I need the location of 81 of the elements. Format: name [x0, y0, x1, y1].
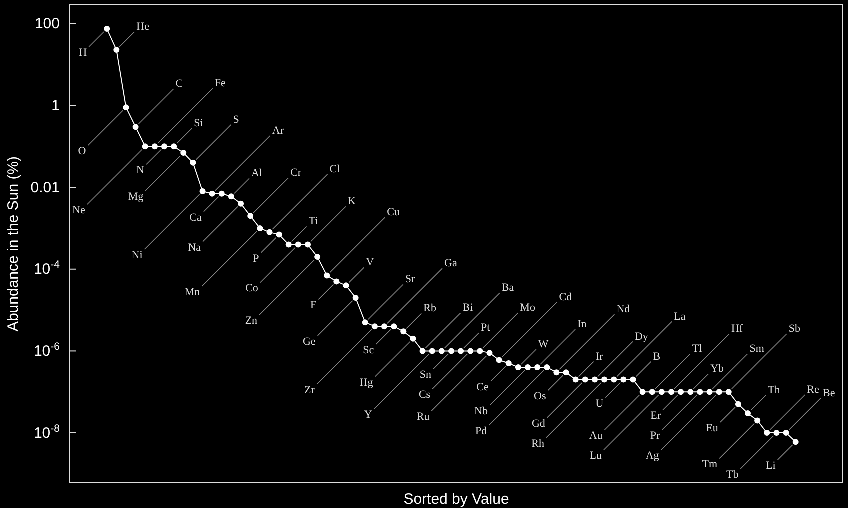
annotation: La: [674, 310, 686, 323]
annotation: Tm: [702, 458, 718, 471]
annotation: Ti: [308, 216, 318, 228]
y-tick-label: 0.01: [30, 179, 60, 196]
annotation: Tb: [726, 469, 740, 481]
annotation: Mg: [128, 190, 144, 203]
annotation: Si: [194, 118, 204, 130]
annotation: Cd: [559, 291, 573, 304]
annotation: Li: [766, 460, 776, 472]
annotation: Pt: [481, 322, 490, 334]
annotation: Ca: [190, 212, 202, 224]
annotation: Th: [768, 384, 781, 396]
annotation: Tl: [692, 343, 702, 356]
annotation: Cs: [418, 389, 431, 402]
annotation: In: [578, 318, 588, 330]
annotation: Zr: [304, 384, 316, 397]
annotation: Co: [246, 282, 259, 295]
annotation: Gd: [532, 418, 546, 430]
annotation: Zn: [245, 315, 258, 328]
annotation: S: [233, 114, 240, 126]
annotation: B: [653, 350, 661, 363]
text: Be: [823, 387, 836, 400]
text: H: [79, 47, 88, 60]
annotation: Hf: [731, 323, 744, 336]
annotation: Cl: [330, 163, 340, 176]
annotation: Na: [188, 242, 202, 254]
text: Re: [807, 384, 820, 396]
annotation: Au: [589, 430, 604, 442]
annotation: Eu: [706, 422, 719, 434]
text: Ne: [72, 204, 86, 217]
annotation: Sc: [363, 344, 374, 357]
annotation: He: [136, 21, 150, 34]
annotation: F: [310, 300, 317, 312]
annotation: Ir: [596, 350, 604, 363]
annotation: Lu: [590, 450, 602, 462]
annotation: V: [366, 256, 374, 269]
annotation: Os: [534, 390, 546, 403]
annotation: Ge: [302, 336, 316, 348]
x-axis-title: Sorted by Value: [404, 491, 510, 508]
annotation: Nb: [474, 405, 488, 418]
y-tick-label: 10$^{-4}$: [34, 259, 60, 278]
annotation: Nd: [616, 304, 631, 316]
annotation: Dy: [634, 330, 649, 343]
annotation: Pd: [476, 425, 488, 438]
annotation: Ar: [272, 124, 284, 137]
annotation: Fe: [214, 78, 226, 90]
y-tick-label: 1: [52, 98, 60, 115]
annotation: P: [253, 252, 260, 265]
annotation: W: [538, 338, 550, 350]
annotation: Ga: [444, 258, 458, 270]
annotation: C: [176, 78, 184, 90]
annotation: N: [136, 164, 145, 177]
annotation: Hg: [360, 376, 374, 389]
annotation: Er: [650, 410, 662, 422]
y-axis-title: Abundance in the Sun (%): [5, 156, 22, 332]
annotation: U: [596, 398, 604, 410]
annotation: Cu: [387, 206, 400, 219]
annotation: Ba: [502, 282, 514, 294]
annotation: Ni: [132, 250, 143, 262]
y-tick-label: 10$^{-6}$: [34, 340, 60, 360]
annotation: Y: [364, 409, 372, 422]
text: O: [78, 146, 86, 158]
annotation: Rh: [532, 438, 546, 450]
annotation: Sn: [420, 369, 432, 382]
annotation: Bi: [462, 302, 474, 314]
annotation: Sm: [750, 343, 765, 356]
annotation: K: [348, 196, 356, 208]
annotation: Ce: [476, 382, 489, 394]
annotation: Cr: [290, 167, 302, 180]
annotation: Pr: [650, 430, 661, 442]
y-tick-label: 10$^{-8}$: [34, 422, 60, 442]
annotation: Mo: [520, 302, 536, 314]
annotation: Rb: [424, 302, 437, 315]
annotation: Yb: [710, 363, 725, 376]
annotation: Sb: [788, 323, 802, 336]
annotation: Mn: [184, 286, 201, 298]
y-tick-label: 100: [34, 16, 60, 33]
annotation: Sr: [405, 274, 416, 286]
annotation: Ru: [416, 411, 430, 424]
annotation: Al: [251, 168, 262, 180]
annotation: Ag: [646, 450, 660, 462]
